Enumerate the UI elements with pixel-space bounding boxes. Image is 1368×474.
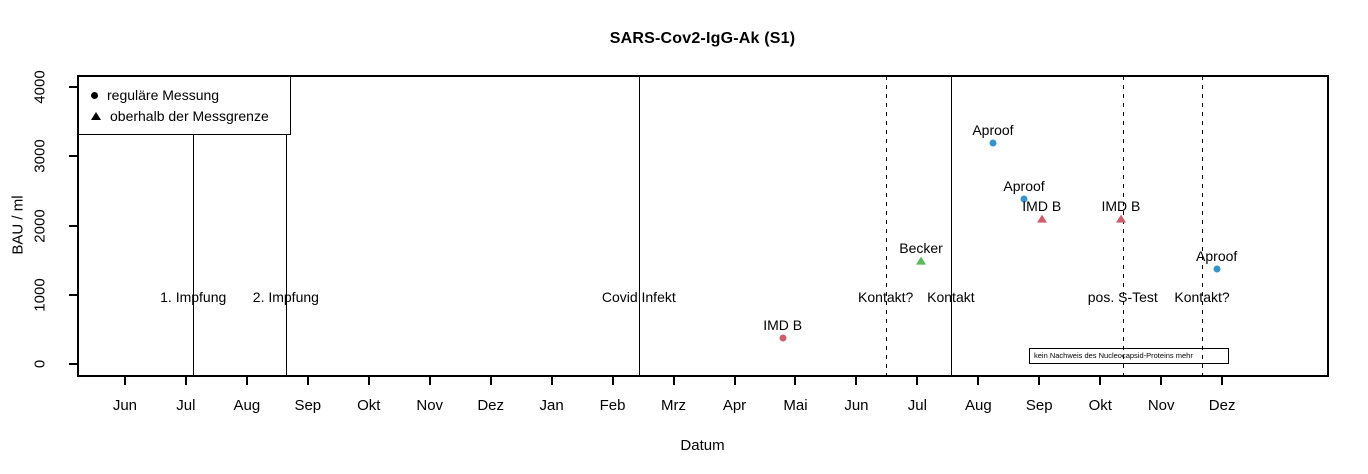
legend: reguläre Messung oberhalb der Messgrenze: [78, 76, 291, 135]
chart-title: SARS-Cov2-IgG-Ak (S1): [609, 30, 796, 47]
x-tick: [367, 377, 370, 385]
event-label: Kontakt?: [858, 288, 914, 305]
x-tick-label: Dez: [1208, 397, 1236, 414]
event-label: pos. S-Test: [1087, 288, 1158, 305]
point-label: Becker: [899, 239, 943, 256]
data-point: [779, 334, 787, 342]
x-tick: [1038, 377, 1041, 385]
point-label: Aproof: [1003, 178, 1045, 195]
x-tick: [184, 377, 187, 385]
plot-area: [77, 75, 1329, 377]
event-line: [1202, 76, 1204, 375]
event-label: 1. Impfung: [160, 288, 227, 305]
point-label: IMD B: [763, 317, 803, 334]
y-tick-label: 2000: [31, 208, 49, 243]
event-line: [950, 76, 952, 375]
event-line: [285, 76, 287, 375]
event-line: [885, 76, 887, 375]
y-tick: [69, 155, 77, 158]
x-tick-label: Nov: [1147, 397, 1175, 414]
y-tick: [69, 362, 77, 365]
triangle-marker-icon: [91, 112, 101, 120]
y-tick: [69, 224, 77, 227]
legend-label: oberhalb der Messgrenze: [110, 108, 269, 124]
y-tick-label: 0: [31, 359, 49, 369]
x-tick: [123, 377, 126, 385]
y-tick-label: 4000: [31, 70, 49, 104]
x-tick-label: Jul: [907, 397, 927, 414]
x-tick: [1099, 377, 1102, 385]
data-point: [916, 256, 927, 265]
x-axis-label: Datum: [680, 437, 725, 454]
x-tick: [916, 377, 919, 385]
data-point: [1213, 265, 1221, 273]
x-tick-label: Mrz: [661, 397, 687, 414]
x-tick-label: Jun: [844, 397, 869, 414]
y-tick: [69, 293, 77, 296]
x-tick-label: Apr: [722, 397, 747, 414]
x-tick: [977, 377, 980, 385]
x-tick-label: Jun: [112, 397, 138, 414]
y-tick-label: 1000: [31, 278, 49, 312]
x-tick: [733, 377, 736, 385]
x-tick-label: Mai: [783, 397, 808, 414]
legend-item-above-limit: oberhalb der Messgrenze: [91, 107, 290, 125]
x-tick-label: Aug: [233, 397, 261, 414]
x-tick-label: Feb: [599, 397, 626, 414]
data-point: [1115, 214, 1126, 223]
x-tick: [672, 377, 675, 385]
x-tick-label: Okt: [1088, 397, 1112, 414]
x-tick: [489, 377, 492, 385]
x-tick: [245, 377, 248, 385]
event-label: 2. Impfung: [252, 288, 319, 305]
x-tick-label: Okt: [357, 397, 381, 414]
x-tick: [794, 377, 797, 385]
x-tick-label: Jul: [176, 397, 196, 414]
x-tick: [1221, 377, 1224, 385]
legend-label: reguläre Messung: [107, 87, 220, 103]
point-label: IMD B: [1101, 198, 1141, 215]
y-tick: [69, 86, 77, 89]
event-label: Covid Infekt: [601, 288, 676, 305]
event-line: [193, 76, 195, 375]
x-tick: [428, 377, 431, 385]
x-tick: [550, 377, 553, 385]
x-tick: [306, 377, 309, 385]
point-label: Aproof: [972, 122, 1014, 139]
y-axis-label: BAU / ml: [9, 195, 27, 255]
x-tick-label: Sep: [1025, 397, 1053, 414]
event-line: [1122, 76, 1124, 375]
point-label: Aproof: [1196, 248, 1238, 265]
x-tick-label: Dez: [477, 397, 505, 414]
x-tick-label: Sep: [294, 397, 322, 414]
x-tick-label: Jan: [539, 397, 564, 414]
x-tick: [855, 377, 858, 385]
x-tick: [611, 377, 614, 385]
event-line: [638, 76, 640, 375]
y-tick-label: 3000: [31, 139, 49, 173]
event-label: Kontakt?: [1174, 288, 1230, 305]
x-tick-label: Aug: [964, 397, 992, 414]
data-point: [1020, 195, 1028, 203]
legend-item-regular: reguläre Messung: [91, 86, 290, 104]
data-point: [989, 139, 997, 147]
point-label: IMD B: [1022, 198, 1062, 215]
x-tick-label: Nov: [416, 397, 444, 414]
event-label: Kontakt: [927, 288, 975, 305]
circle-marker-icon: [91, 91, 98, 99]
x-tick: [1160, 377, 1163, 385]
annotation-note: kein Nachweis des Nucleocapsid-Proteins …: [1029, 348, 1229, 364]
data-point: [1036, 214, 1047, 223]
